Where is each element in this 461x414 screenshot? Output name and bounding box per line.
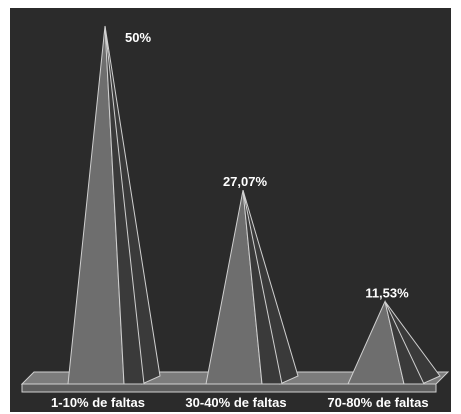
x-axis-ticks: 1-10% de faltas 30-40% de faltas 70-80% de… bbox=[51, 395, 429, 410]
pyramid-right-face bbox=[104, 25, 145, 385]
data-label-2: 27,07% bbox=[223, 174, 268, 189]
floor-front bbox=[21, 383, 437, 393]
pyramid-bar-1 bbox=[67, 25, 161, 385]
data-labels-group: 50% 27,07% 11,53% bbox=[125, 30, 409, 300]
tick-label-3: 70-80% de faltas bbox=[327, 395, 428, 410]
tick-label-2: 30-40% de faltas bbox=[185, 395, 286, 410]
bars-group bbox=[67, 25, 441, 385]
data-label-3: 11,53% bbox=[365, 285, 409, 300]
tick-label-1: 1-10% de faltas bbox=[51, 395, 145, 410]
pyramid-right-face bbox=[384, 301, 425, 385]
pyramid-bar-2 bbox=[205, 190, 299, 385]
pyramid-right-face bbox=[242, 190, 283, 385]
pyramid-bar-3 bbox=[347, 299, 441, 385]
data-label-1: 50% bbox=[125, 30, 151, 45]
